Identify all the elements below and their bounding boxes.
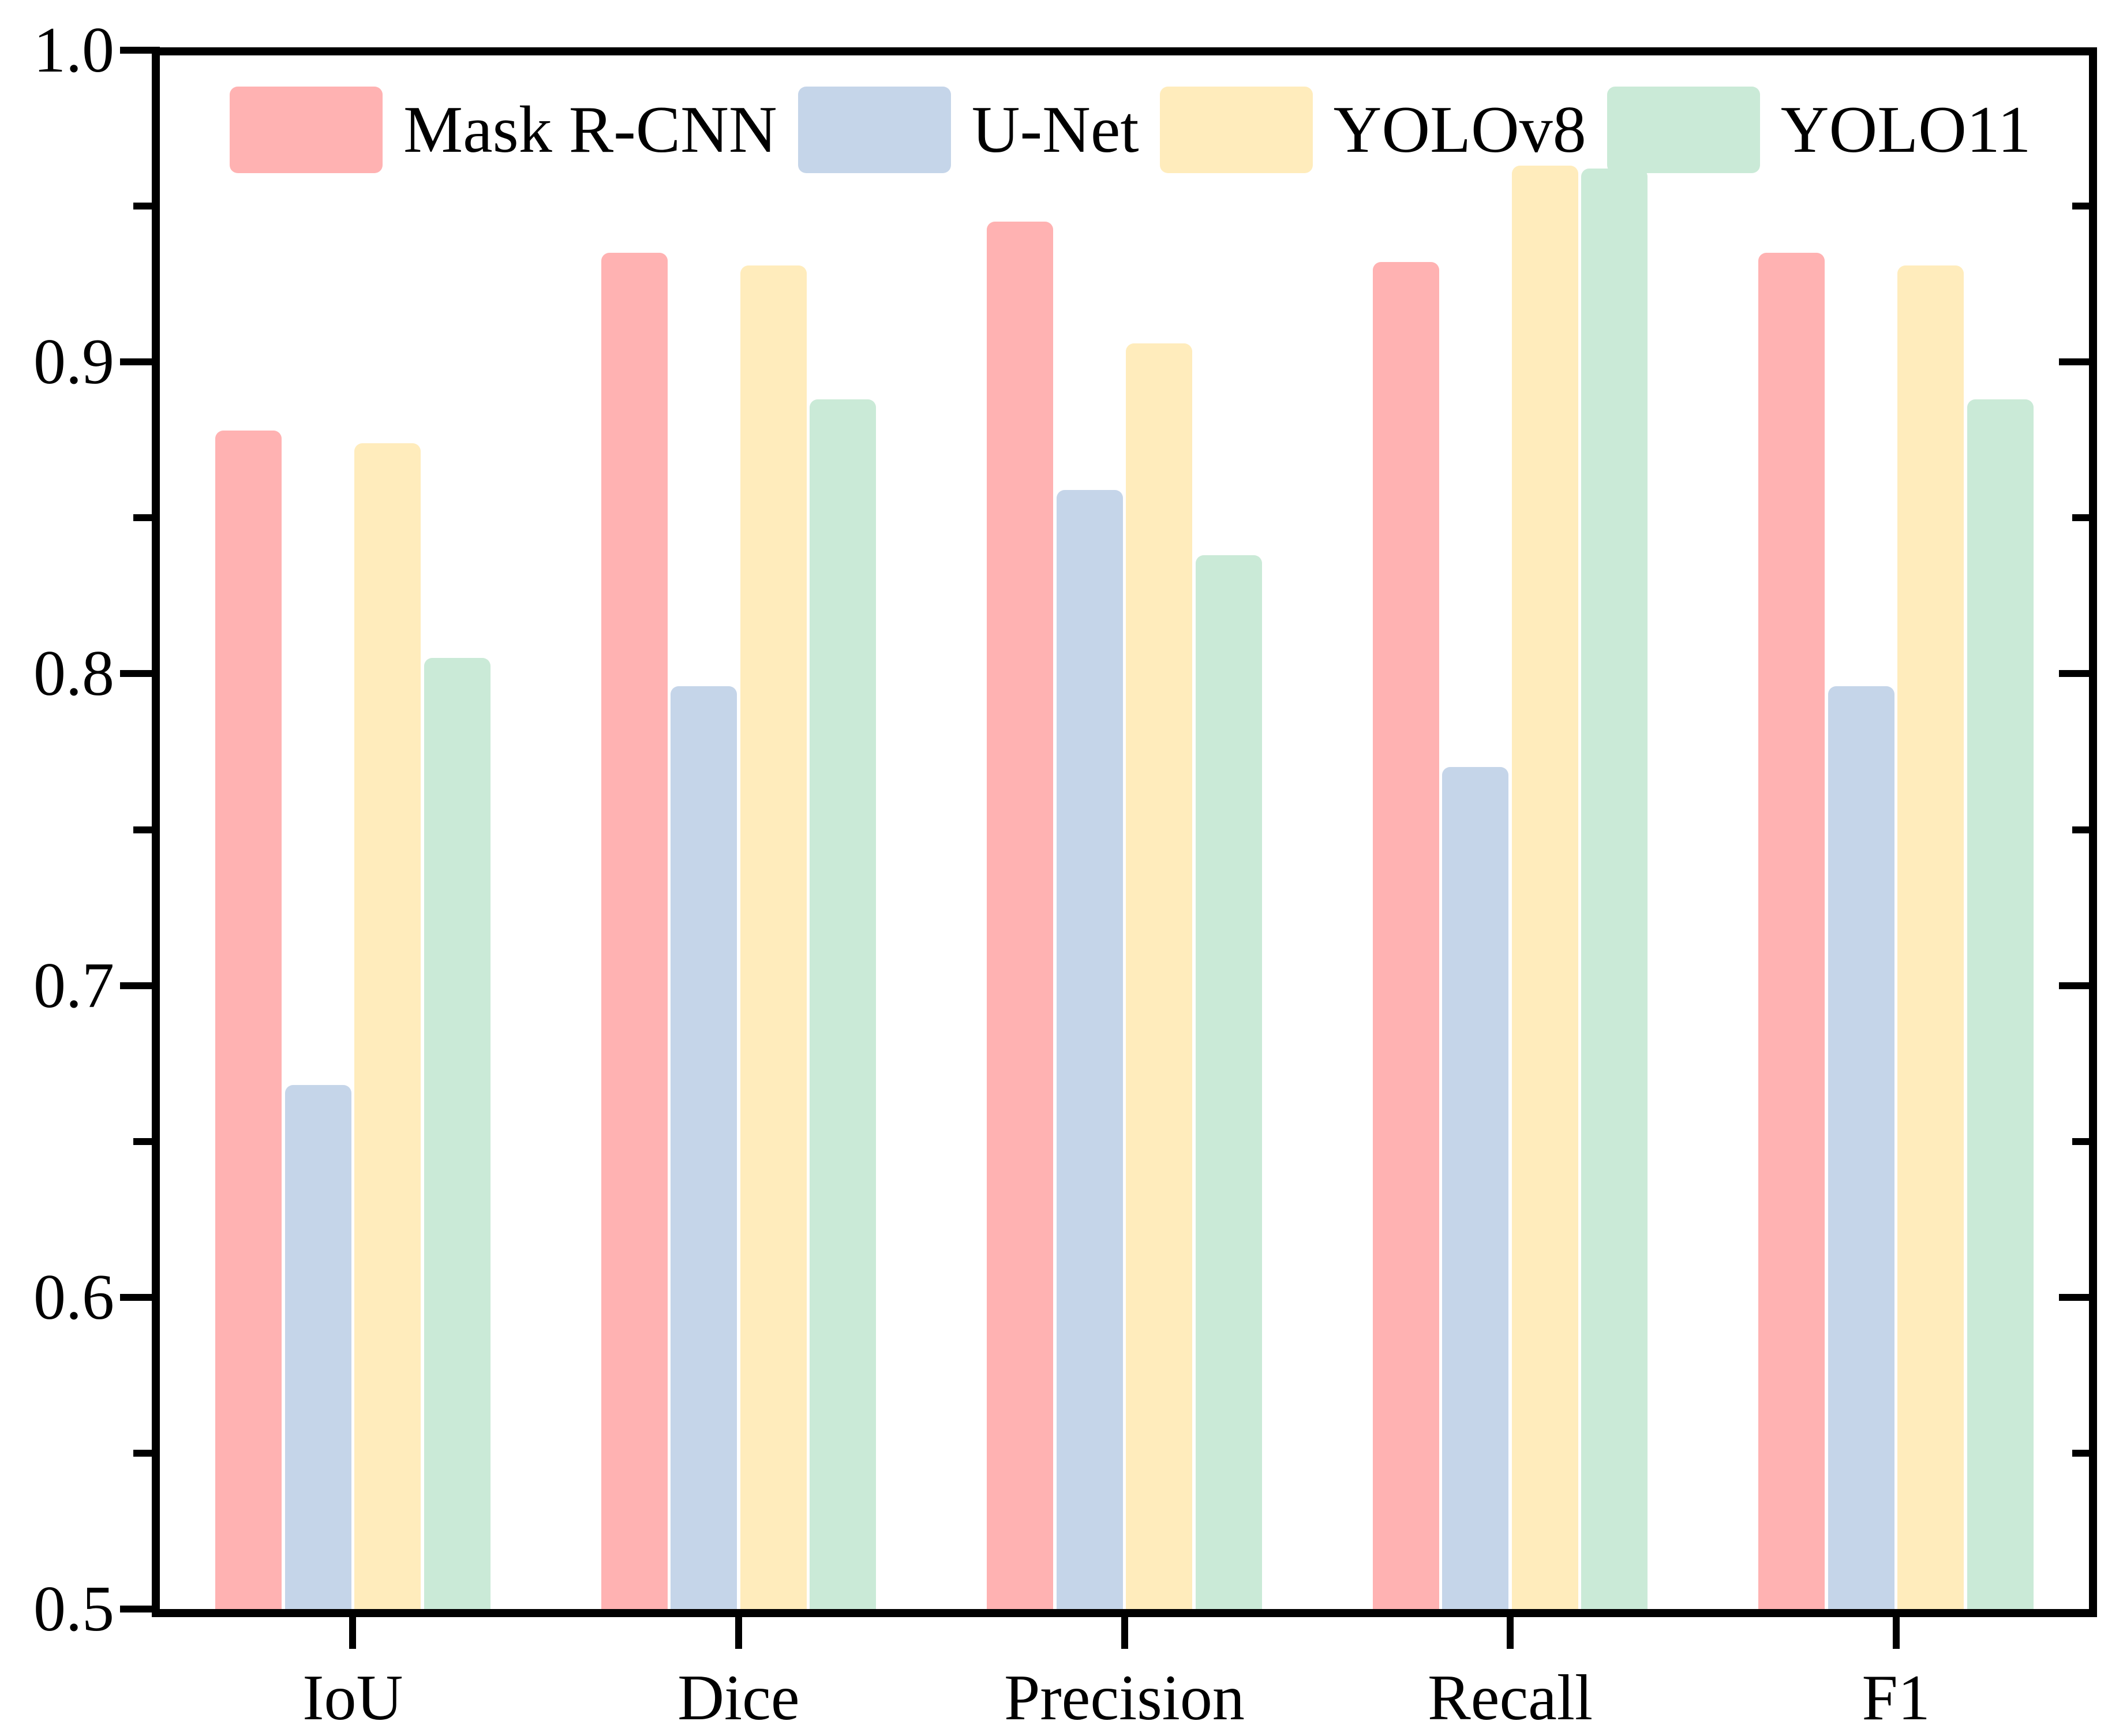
y-tick-label: 1.0 [33, 14, 114, 86]
x-tick [1121, 1617, 1128, 1649]
legend-swatch [1159, 87, 1313, 173]
y-tick-label: 0.8 [33, 638, 114, 710]
y-major-tick-right [2059, 670, 2091, 678]
bar-precision-yolo11 [1195, 555, 1262, 1609]
legend: Mask R-CNN U-Net YOLOv8 YOLO11 [230, 87, 2031, 173]
bar-dice-mask-r-cnn [601, 253, 668, 1609]
y-minor-tick [133, 203, 160, 210]
y-minor-tick-right [2072, 203, 2091, 210]
bar-iou-mask-r-cnn [215, 431, 282, 1609]
legend-label: YOLOv8 [1333, 93, 1586, 167]
bar-f1-yolov8 [1897, 265, 1964, 1609]
bar-iou-yolo11 [424, 658, 491, 1609]
y-minor-tick [133, 826, 160, 833]
x-category-label: Recall [1428, 1662, 1593, 1734]
legend-swatch [1607, 87, 1760, 173]
legend-label: U-Net [971, 93, 1139, 167]
y-minor-tick [133, 514, 160, 522]
bar-iou-u-net [284, 1085, 351, 1609]
legend-label: YOLO11 [1780, 93, 2031, 167]
bar-dice-yolov8 [740, 265, 807, 1609]
y-tick-label: 0.9 [33, 326, 114, 398]
bar-recall-u-net [1442, 767, 1509, 1609]
y-tick-label: 0.6 [33, 1261, 114, 1333]
y-major-tick [120, 358, 160, 366]
x-category-label: Precision [1004, 1662, 1245, 1734]
x-tick [1892, 1617, 1900, 1649]
y-major-tick [120, 982, 160, 989]
y-major-tick [120, 47, 160, 54]
legend-item-mask-r-cnn: Mask R-CNN [230, 87, 777, 173]
y-tick-label: 0.7 [33, 949, 114, 1022]
legend-item-yolov8: YOLOv8 [1159, 87, 1586, 173]
y-minor-tick-right [2072, 1138, 2091, 1145]
bar-recall-mask-r-cnn [1372, 262, 1439, 1609]
bar-iou-yolov8 [354, 443, 421, 1609]
y-minor-tick [133, 1449, 160, 1457]
bar-precision-mask-r-cnn [987, 222, 1054, 1609]
x-tick [349, 1617, 357, 1649]
y-major-tick-right [2059, 1293, 2091, 1301]
legend-item-yolo11: YOLO11 [1607, 87, 2031, 173]
legend-item-u-net: U-Net [797, 87, 1139, 173]
bar-precision-yolov8 [1126, 343, 1193, 1609]
legend-swatch [797, 87, 951, 173]
x-category-label: IoU [302, 1662, 403, 1734]
y-minor-tick-right [2072, 826, 2091, 833]
y-tick-label: 0.5 [33, 1573, 114, 1645]
bar-dice-yolo11 [810, 399, 877, 1609]
x-tick [1507, 1617, 1514, 1649]
x-tick [735, 1617, 742, 1649]
x-category-label: Dice [677, 1662, 800, 1734]
y-major-tick [120, 1293, 160, 1301]
bar-recall-yolov8 [1511, 165, 1578, 1609]
bar-f1-yolo11 [1967, 399, 2034, 1609]
y-minor-tick-right [2072, 1449, 2091, 1457]
bar-precision-u-net [1056, 489, 1123, 1609]
bar-f1-mask-r-cnn [1758, 253, 1825, 1609]
legend-swatch [230, 87, 383, 173]
y-major-tick [120, 670, 160, 678]
y-minor-tick [133, 1138, 160, 1145]
x-category-label: F1 [1862, 1662, 1930, 1734]
y-minor-tick-right [2072, 514, 2091, 522]
y-major-tick [120, 1606, 160, 1612]
bar-f1-u-net [1828, 686, 1894, 1609]
bar-recall-yolo11 [1581, 169, 1648, 1609]
y-major-tick-right [2059, 358, 2091, 366]
y-major-tick-right [2059, 982, 2091, 989]
bar-dice-u-net [671, 686, 737, 1609]
legend-label: Mask R-CNN [403, 93, 777, 167]
